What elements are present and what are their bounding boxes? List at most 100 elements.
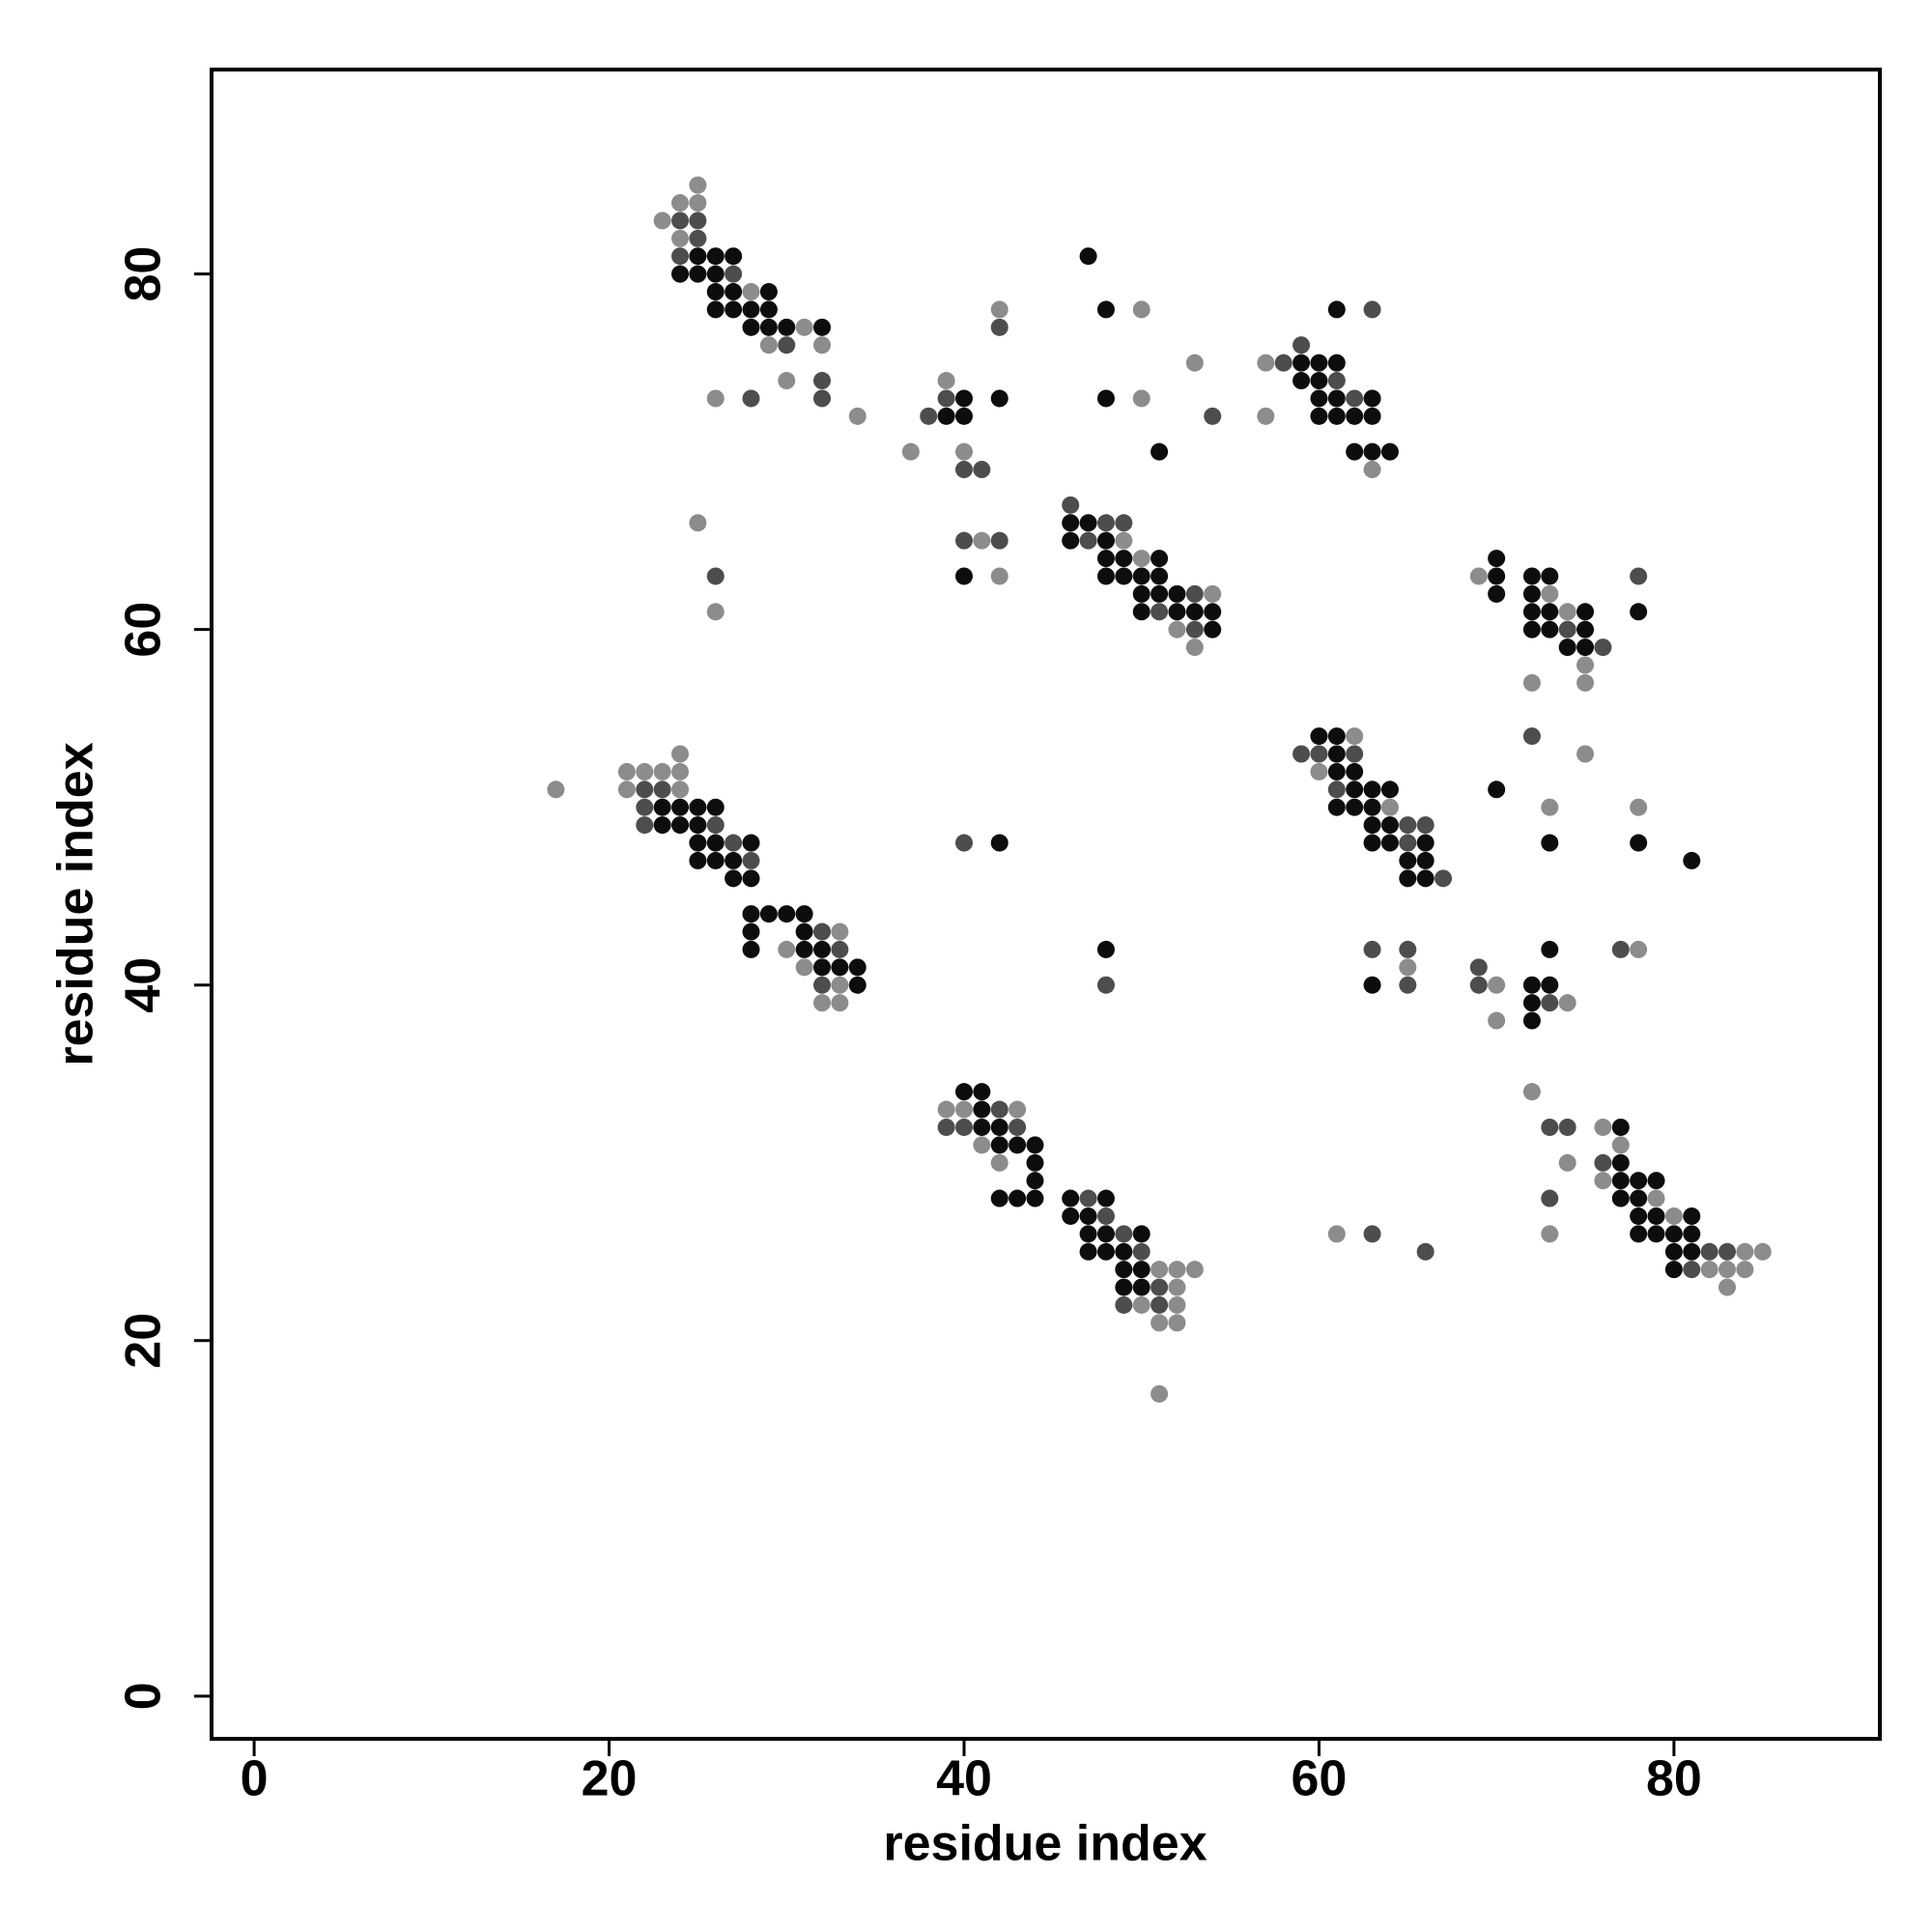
point (1168, 1295, 1186, 1314)
point (689, 834, 707, 852)
point (1363, 461, 1381, 479)
point (813, 994, 832, 1012)
x-tick-label: 60 (1292, 1751, 1348, 1807)
point (1204, 407, 1222, 425)
point (671, 798, 690, 816)
point (1577, 639, 1595, 657)
point (954, 407, 973, 425)
point (1363, 389, 1381, 408)
point (724, 265, 743, 283)
point (671, 816, 690, 835)
point (1611, 1189, 1630, 1208)
point (1558, 994, 1577, 1012)
point (1522, 584, 1541, 603)
point (1718, 1261, 1736, 1279)
y-tick-label: 60 (116, 602, 172, 658)
point (1327, 1225, 1346, 1243)
plot-frame (210, 68, 1882, 1741)
point (742, 283, 760, 301)
point (724, 851, 743, 869)
point (671, 781, 690, 799)
point (1611, 940, 1630, 958)
point (706, 603, 724, 621)
point (954, 1118, 973, 1136)
point (1293, 336, 1311, 355)
point (1541, 567, 1559, 585)
point (671, 762, 690, 781)
point (831, 940, 849, 958)
point (848, 958, 867, 977)
point (1664, 1225, 1683, 1243)
point (1026, 1189, 1044, 1208)
point (1664, 1242, 1683, 1261)
point (954, 461, 973, 479)
point (1469, 976, 1488, 994)
point (706, 851, 724, 869)
point (689, 247, 707, 266)
point (1380, 816, 1399, 835)
point (1541, 603, 1559, 621)
point (1115, 1261, 1133, 1279)
point (1363, 940, 1381, 958)
point (1115, 514, 1133, 532)
point (973, 1136, 991, 1154)
point (1522, 620, 1541, 639)
point (1293, 354, 1311, 372)
point (1558, 620, 1577, 639)
point (706, 389, 724, 408)
point (653, 781, 671, 799)
point (724, 283, 743, 301)
y-tick-label: 0 (116, 1682, 172, 1710)
point (1151, 584, 1169, 603)
point (1363, 781, 1381, 799)
point (920, 407, 938, 425)
point (795, 905, 813, 923)
point (1380, 834, 1399, 852)
point (848, 976, 867, 994)
point (1435, 869, 1453, 888)
point (1399, 958, 1417, 977)
point (1630, 1225, 1648, 1243)
point (1132, 300, 1151, 319)
point (1132, 1278, 1151, 1296)
point (1683, 1225, 1701, 1243)
point (1096, 1242, 1115, 1261)
point (813, 372, 832, 390)
point (954, 442, 973, 461)
point (689, 265, 707, 283)
point (1327, 407, 1346, 425)
point (1363, 798, 1381, 816)
point (1416, 834, 1435, 852)
point (990, 531, 1009, 550)
point (1096, 1189, 1115, 1208)
y-tick-label: 20 (116, 1313, 172, 1369)
point (937, 1100, 955, 1119)
point (1522, 976, 1541, 994)
point (1310, 727, 1328, 746)
point (813, 940, 832, 958)
point (671, 265, 690, 283)
point (1115, 531, 1133, 550)
point (1736, 1242, 1754, 1261)
point (778, 318, 796, 336)
y-tick-label: 80 (116, 246, 172, 302)
point (689, 514, 707, 532)
point (954, 1100, 973, 1119)
point (1115, 1225, 1133, 1243)
point (795, 940, 813, 958)
point (671, 212, 690, 230)
point (1009, 1189, 1027, 1208)
point (778, 336, 796, 355)
point (1168, 1314, 1186, 1332)
point (990, 1100, 1009, 1119)
point (1168, 620, 1186, 639)
x-tick-label: 80 (1646, 1751, 1702, 1807)
point (1346, 389, 1364, 408)
point (990, 1136, 1009, 1154)
point (1577, 603, 1595, 621)
point (1346, 727, 1364, 746)
point (1026, 1172, 1044, 1190)
point (1062, 531, 1080, 550)
point (1096, 940, 1115, 958)
